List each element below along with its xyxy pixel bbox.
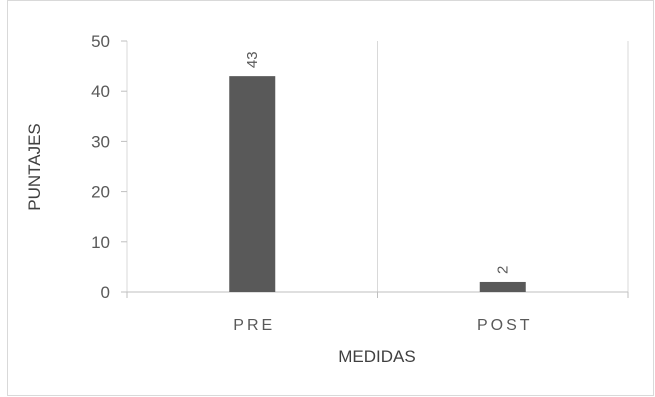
gridlines <box>126 41 629 292</box>
y-tick-label: 50 <box>91 32 110 51</box>
bars <box>229 76 526 292</box>
data-label: 43 <box>244 51 261 68</box>
chart-frame <box>7 0 654 396</box>
bar-pre <box>229 76 276 292</box>
y-tick-label: 30 <box>91 132 110 151</box>
bar-post <box>479 281 526 292</box>
labels: 0 10 20 30 40 50 PRE 43 POST 2 <box>91 32 533 334</box>
y-tick-label: 20 <box>91 183 110 202</box>
x-tick-label: PRE <box>233 317 275 334</box>
data-label: 2 <box>495 266 512 274</box>
y-tick-label: 10 <box>91 233 110 252</box>
y-axis-title: PUNTAJES <box>25 123 44 211</box>
y-tick-label: 40 <box>91 82 110 101</box>
x-tick-label: POST <box>477 317 533 334</box>
axes <box>121 40 629 298</box>
x-axis-title: MEDIDAS <box>338 347 415 366</box>
y-tick-label: 0 <box>101 283 110 302</box>
